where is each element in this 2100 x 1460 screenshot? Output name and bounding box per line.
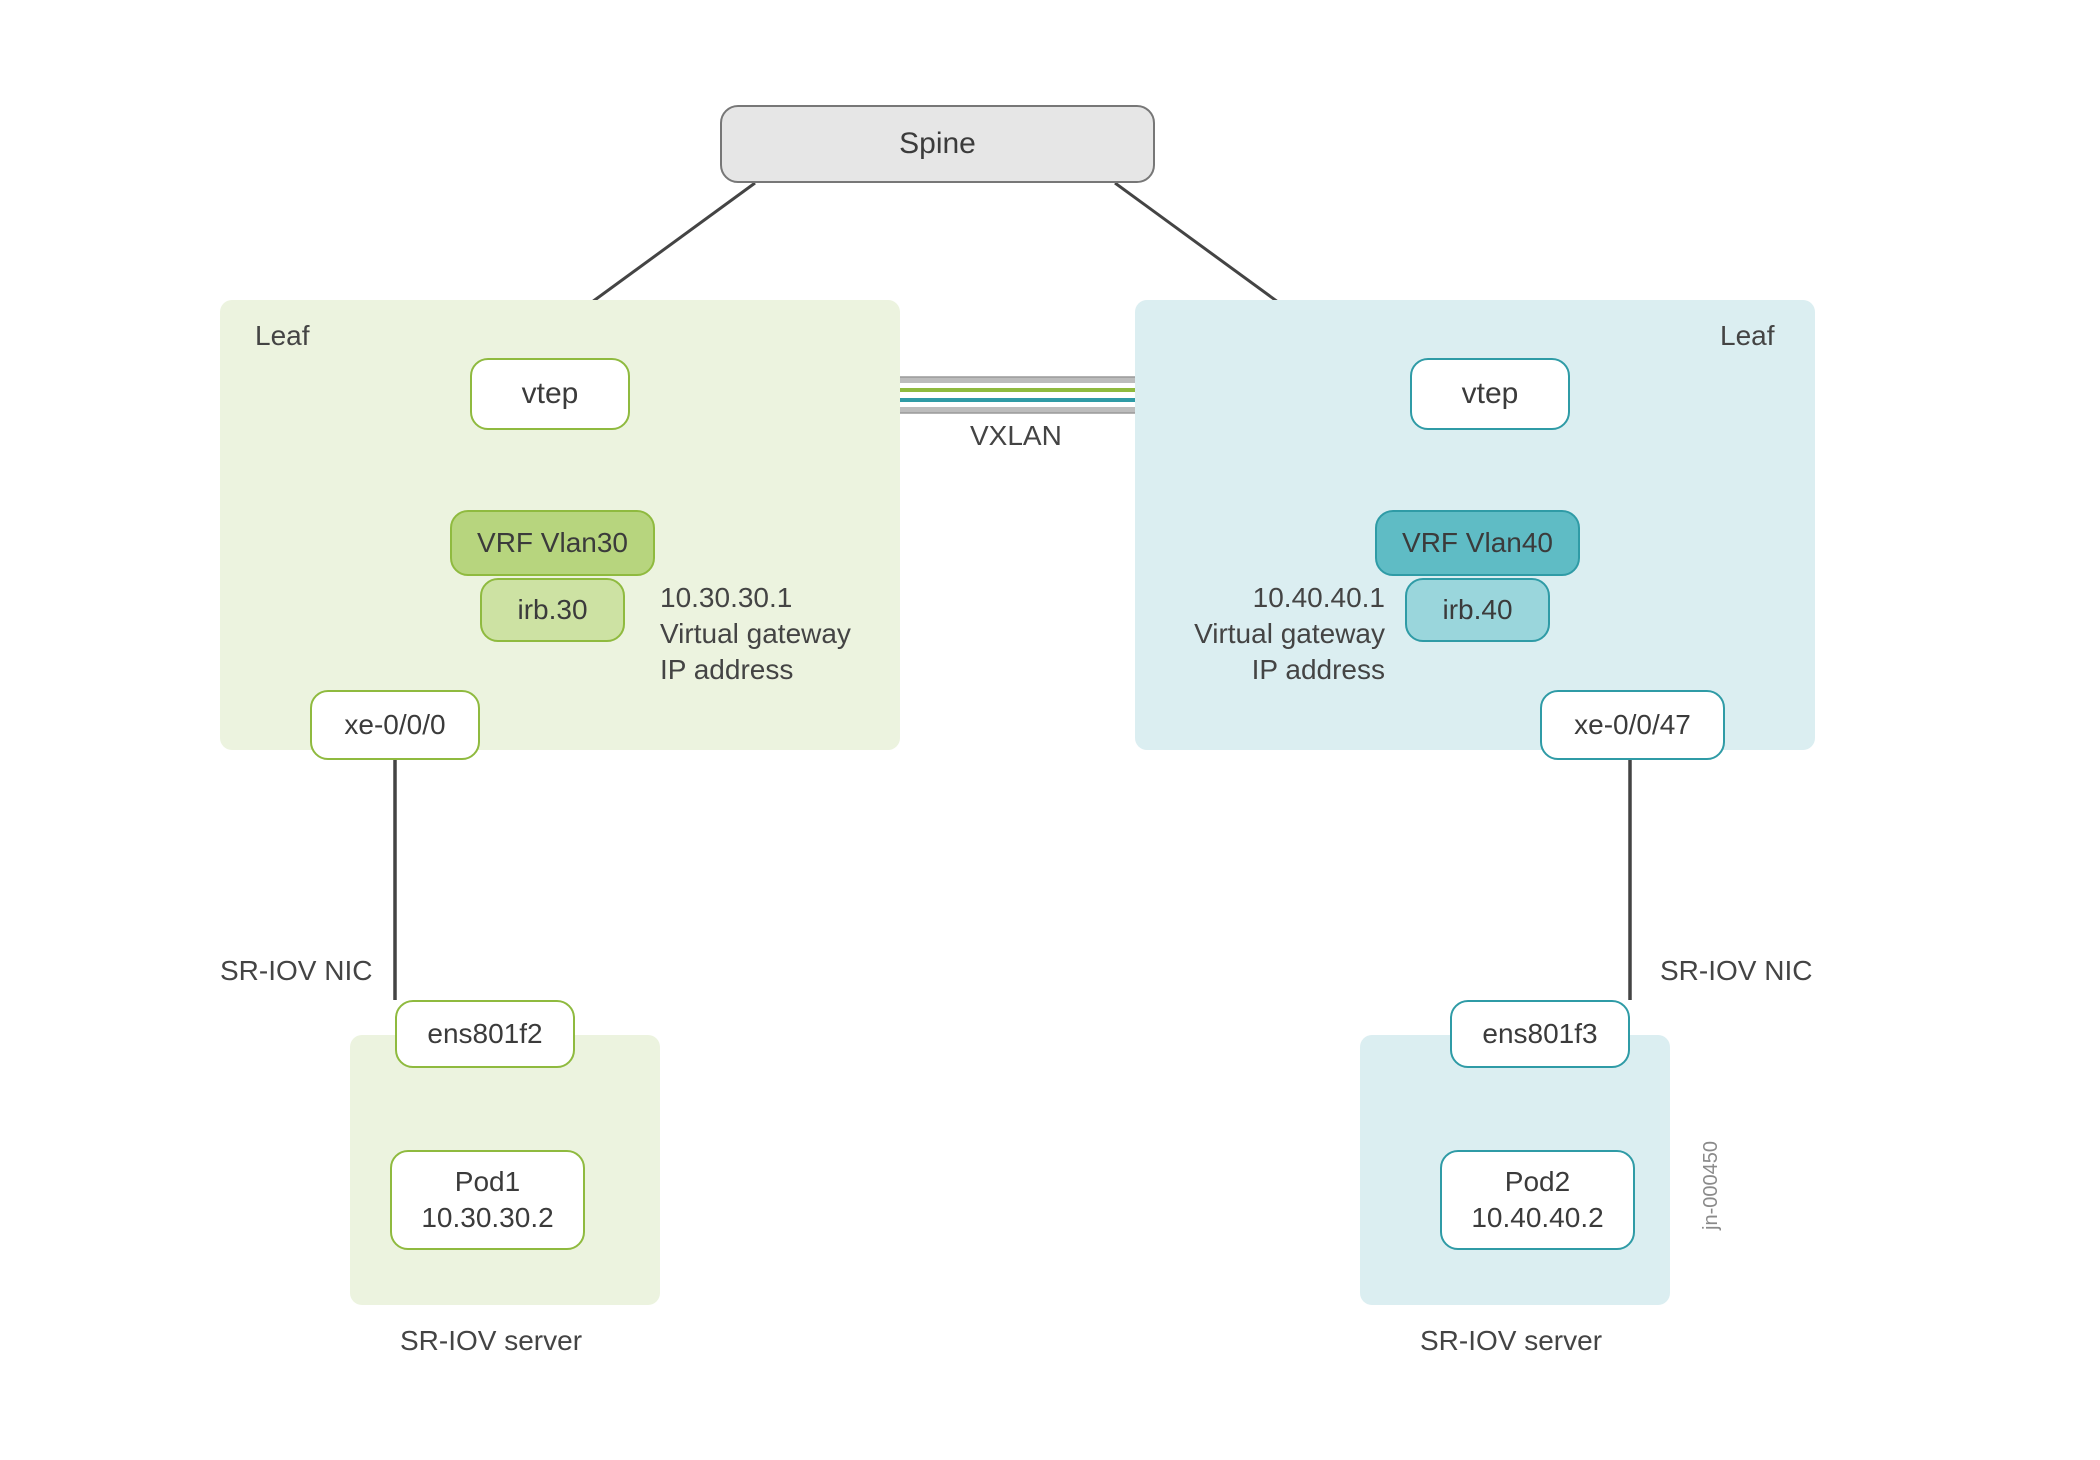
nic-right-label: SR-IOV NIC	[1660, 955, 1812, 987]
vtep-left-label: vtep	[522, 377, 579, 411]
vtep-right-label: vtep	[1462, 377, 1519, 411]
ens-left: ens801f2	[395, 1000, 575, 1068]
vtep-right: vtep	[1410, 358, 1570, 430]
diagram-canvas: Spine Leaf Leaf VXLAN vtep vtep VRF Vlan…	[0, 0, 2100, 1460]
pod-right-name: Pod2	[1505, 1164, 1570, 1200]
vrf-right: VRF Vlan40	[1375, 510, 1580, 576]
server-left-label: SR-IOV server	[400, 1325, 582, 1357]
pod-right: Pod2 10.40.40.2	[1440, 1150, 1635, 1250]
pod-right-ip: 10.40.40.2	[1471, 1200, 1603, 1236]
gw-right-ip: 10.40.40.1	[1175, 582, 1385, 614]
server-right-label: SR-IOV server	[1420, 1325, 1602, 1357]
gw-right-t1: Virtual gateway	[1175, 618, 1385, 650]
pod-left-ip: 10.30.30.2	[421, 1200, 553, 1236]
irb-left: irb.30	[480, 578, 625, 642]
vxlan-label: VXLAN	[970, 420, 1062, 452]
spine-label: Spine	[899, 127, 976, 161]
ens-right: ens801f3	[1450, 1000, 1630, 1068]
vrf-left: VRF Vlan30	[450, 510, 655, 576]
vtep-left: vtep	[470, 358, 630, 430]
iface-left-label: xe-0/0/0	[344, 709, 445, 741]
leaf-zone-right-label: Leaf	[1720, 320, 1775, 352]
irb-right-label: irb.40	[1442, 594, 1512, 626]
vrf-right-label: VRF Vlan40	[1402, 527, 1553, 559]
spine-node: Spine	[720, 105, 1155, 183]
iface-left: xe-0/0/0	[310, 690, 480, 760]
pod-left: Pod1 10.30.30.2	[390, 1150, 585, 1250]
vrf-left-label: VRF Vlan30	[477, 527, 628, 559]
irb-left-label: irb.30	[517, 594, 587, 626]
pod-left-name: Pod1	[455, 1164, 520, 1200]
iface-right: xe-0/0/47	[1540, 690, 1725, 760]
gw-left-ip: 10.30.30.1	[660, 582, 792, 614]
iface-right-label: xe-0/0/47	[1574, 709, 1691, 741]
nic-left-label: SR-IOV NIC	[220, 955, 372, 987]
ens-right-label: ens801f3	[1482, 1018, 1597, 1050]
irb-right: irb.40	[1405, 578, 1550, 642]
leaf-zone-left-label: Leaf	[255, 320, 310, 352]
gw-right-t2: IP address	[1175, 654, 1385, 686]
reference-id: jn-000450	[1700, 1141, 1723, 1230]
gw-left-t1: Virtual gateway	[660, 618, 851, 650]
ens-left-label: ens801f2	[427, 1018, 542, 1050]
gw-left-t2: IP address	[660, 654, 793, 686]
